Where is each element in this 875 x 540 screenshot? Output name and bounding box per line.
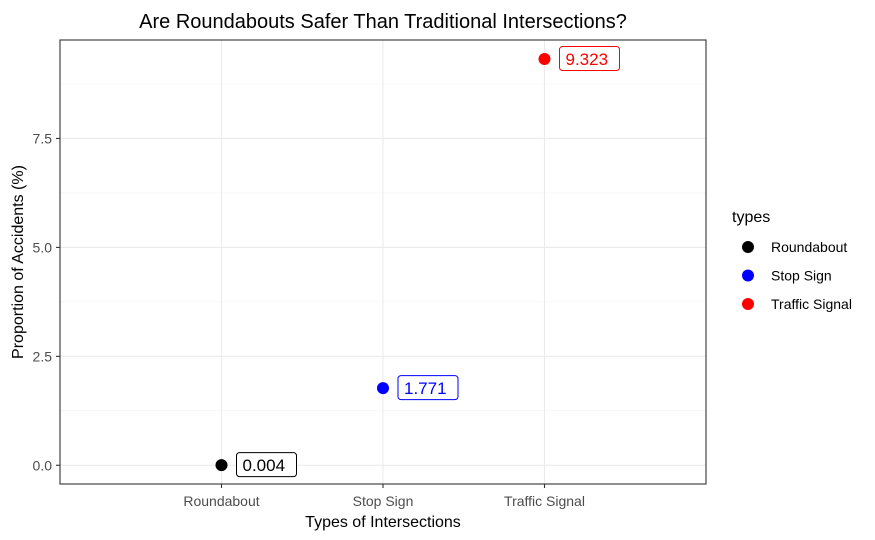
data-label: 9.323 xyxy=(566,50,609,69)
legend-key xyxy=(742,298,754,310)
x-tick-label: Stop Sign xyxy=(353,493,414,509)
data-label-box xyxy=(236,452,297,478)
y-axis-title: Proportion of Accidents (%) xyxy=(10,165,27,359)
legend-key xyxy=(742,241,754,253)
x-tick-label: Traffic Signal xyxy=(504,493,585,509)
y-tick-label: 5.0 xyxy=(33,239,53,255)
y-tick-label: 7.5 xyxy=(33,130,53,146)
legend-title: types xyxy=(732,209,770,226)
data-label: 1.771 xyxy=(404,379,447,398)
plot-area: 0.0 2.5 5.0 7.5 Roundabout Stop Sign Traffic S… xyxy=(33,39,707,509)
x-axis-title: Types of Intersections xyxy=(305,514,461,531)
x-tick-label: Roundabout xyxy=(183,493,259,509)
data-point xyxy=(215,459,228,472)
data-point xyxy=(377,382,389,395)
legend-label: Traffic Signal xyxy=(771,296,852,312)
legend: types Roundabout Stop Sign Traffic Signal xyxy=(732,209,852,312)
legend-label: Roundabout xyxy=(771,239,847,255)
y-tick-label: 0.0 xyxy=(33,457,53,473)
legend-label: Stop Sign xyxy=(771,268,832,284)
chart-title: Are Roundabouts Safer Than Traditional I… xyxy=(139,11,627,33)
legend-key xyxy=(742,269,754,282)
y-tick-label: 2.5 xyxy=(33,348,53,364)
data-label-box xyxy=(397,375,459,401)
data-label-box xyxy=(559,46,620,72)
data-point xyxy=(538,53,551,66)
data-label: 0.004 xyxy=(243,456,286,475)
